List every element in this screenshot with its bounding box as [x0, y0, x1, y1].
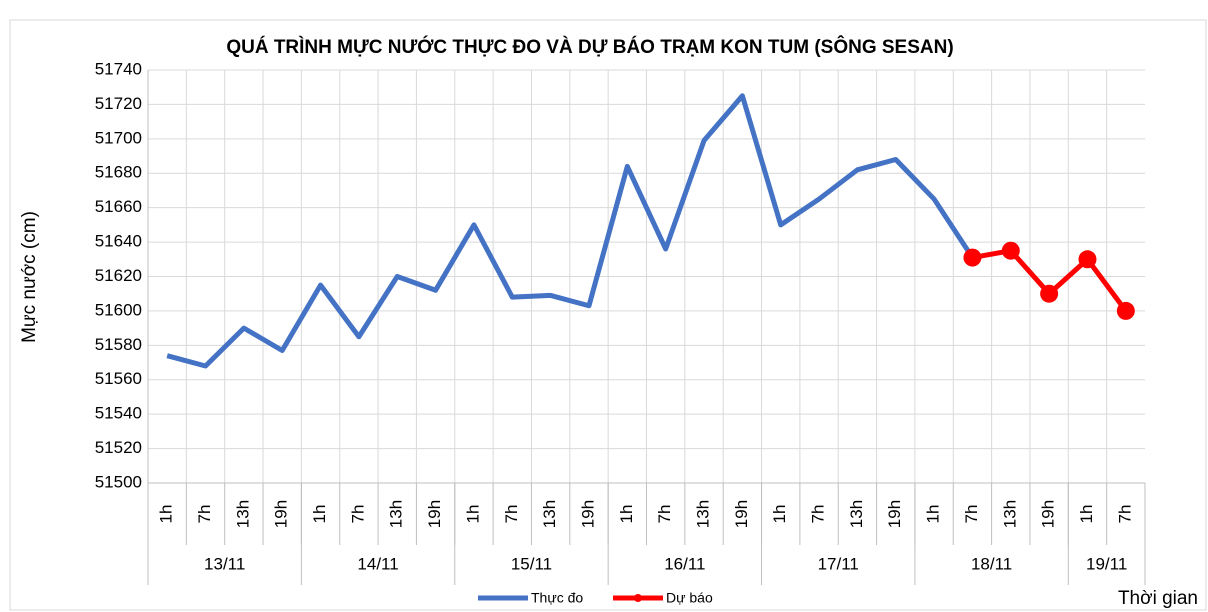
x-tick-label: 1h — [463, 505, 482, 524]
group-label: 13/11 — [204, 554, 245, 573]
x-tick-label: 13h — [540, 500, 559, 528]
x-tick-label: 19h — [732, 500, 751, 528]
x-tick-label: 19h — [272, 500, 291, 528]
group-label: 17/11 — [818, 554, 859, 573]
x-tick-label: 7h — [962, 505, 981, 524]
x-tick-label: 13h — [694, 500, 713, 528]
x-tick-label: 13h — [387, 500, 406, 528]
legend-label: Thực đo — [531, 590, 583, 606]
group-label: 16/11 — [664, 554, 705, 573]
x-tick-label: 13h — [1000, 500, 1019, 528]
group-label: 14/11 — [357, 554, 398, 573]
data-point — [1116, 301, 1135, 320]
data-point — [963, 248, 982, 267]
group-label: 15/11 — [511, 554, 552, 573]
y-tick-label: 51640 — [95, 232, 142, 251]
y-tick-label: 51660 — [95, 197, 142, 216]
legend-marker — [634, 594, 642, 602]
group-label: 18/11 — [971, 554, 1012, 573]
y-tick-label: 51700 — [95, 128, 142, 147]
y-axis-label: Mực nước (cm) — [19, 211, 40, 343]
x-tick-label: 19h — [885, 500, 904, 528]
legend-label: Dự báo — [666, 590, 713, 606]
x-tick-label: 7h — [502, 505, 521, 524]
x-tick-label: 19h — [425, 500, 444, 528]
y-tick-label: 51580 — [95, 335, 142, 354]
x-tick-label: 7h — [348, 505, 367, 524]
x-tick-label: 1h — [157, 505, 176, 524]
x-tick-label: 1h — [770, 505, 789, 524]
data-point — [1078, 250, 1097, 269]
data-point — [1040, 284, 1059, 303]
y-tick-label: 51620 — [95, 266, 142, 285]
x-tick-label: 1h — [1077, 505, 1096, 524]
x-tick-label: 1h — [924, 505, 943, 524]
chart-title: QUÁ TRÌNH MỰC NƯỚC THỰC ĐO VÀ DỰ BÁO TRẠ… — [226, 36, 953, 58]
x-tick-label: 19h — [1039, 500, 1058, 528]
y-tick-label: 51500 — [95, 472, 142, 491]
x-tick-label: 19h — [578, 500, 597, 528]
y-tick-label: 51540 — [95, 404, 142, 423]
y-tick-label: 51520 — [95, 438, 142, 457]
x-tick-label: 13h — [847, 500, 866, 528]
x-tick-label: 1h — [310, 505, 329, 524]
group-label: 19/11 — [1086, 554, 1127, 573]
series-line — [166, 93, 975, 369]
x-tick-label: 7h — [809, 505, 828, 524]
x-tick-label: 7h — [1115, 505, 1134, 524]
y-tick-label: 51740 — [95, 59, 142, 78]
y-tick-label: 51600 — [95, 300, 142, 319]
data-point — [1001, 241, 1020, 260]
x-axis-label: Thời gian — [1118, 588, 1198, 609]
y-tick-label: 51720 — [95, 94, 142, 113]
y-tick-label: 51680 — [95, 163, 142, 182]
y-tick-label: 51560 — [95, 369, 142, 388]
x-tick-label: 7h — [655, 505, 674, 524]
x-tick-label: 13h — [233, 500, 252, 528]
x-tick-label: 1h — [617, 505, 636, 524]
x-tick-label: 7h — [195, 505, 214, 524]
